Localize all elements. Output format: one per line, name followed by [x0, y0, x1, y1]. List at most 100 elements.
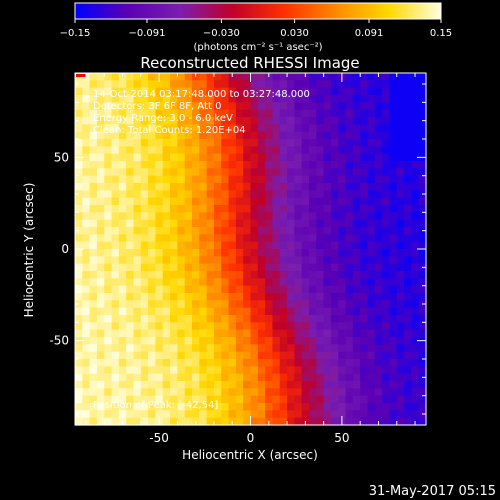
- heatmap-cell: [287, 285, 295, 294]
- heatmap-cell: [155, 95, 164, 103]
- heatmap-cell: [301, 124, 310, 133]
- heatmap-cell: [345, 329, 354, 338]
- heatmap-cell: [192, 212, 200, 221]
- heatmap-cell: [257, 300, 266, 309]
- heatmap-cell: [162, 395, 171, 404]
- heatmap-cell: [374, 212, 383, 221]
- heatmap-cell: [162, 263, 171, 272]
- heatmap-cell: [206, 197, 215, 206]
- heatmap-cell: [192, 227, 200, 235]
- heatmap-cell: [323, 278, 332, 287]
- heatmap-cell: [316, 263, 325, 272]
- heatmap-cell: [279, 73, 288, 81]
- heatmap-cell: [89, 153, 98, 162]
- heatmap-cell: [199, 124, 208, 133]
- heatmap-cell: [257, 161, 266, 169]
- heatmap-cell: [272, 351, 281, 360]
- heatmap-cell: [162, 322, 171, 331]
- heatmap-cell: [133, 315, 142, 323]
- heatmap-cell: [213, 95, 222, 103]
- heatmap-cell: [382, 410, 391, 419]
- heatmap-cell: [228, 410, 237, 419]
- heatmap-cell: [418, 109, 427, 118]
- heatmap-cell: [250, 197, 259, 206]
- heatmap-cell: [155, 227, 164, 235]
- heatmap-cell: [199, 373, 208, 382]
- heatmap-cell: [104, 315, 113, 323]
- heatmap-cell: [199, 337, 208, 345]
- heatmap-cell: [243, 205, 252, 213]
- heatmap-cell: [360, 139, 369, 147]
- heatmap-cell: [265, 359, 274, 367]
- heatmap-cell: [345, 117, 354, 125]
- heatmap-cell: [338, 219, 347, 228]
- heatmap-cell: [374, 403, 383, 411]
- heatmap-cell: [192, 395, 200, 404]
- heatmap-cell: [396, 263, 405, 272]
- heatmap-cell: [316, 87, 325, 96]
- heatmap-cell: [301, 315, 310, 323]
- heatmap-cell: [374, 234, 383, 243]
- heatmap-cell: [352, 395, 361, 404]
- heatmap-cell: [272, 307, 281, 316]
- x-axis-label: Heliocentric X (arcsec): [182, 448, 318, 462]
- heatmap-cell: [367, 278, 376, 287]
- heatmap-cell: [96, 344, 105, 353]
- heatmap-cell: [140, 146, 149, 155]
- heatmap-cell: [265, 241, 274, 250]
- heatmap-cell: [404, 241, 412, 250]
- heatmap-cell: [338, 161, 347, 169]
- heatmap-cell: [162, 271, 171, 279]
- heatmap-cell: [96, 417, 105, 426]
- heatmap-cell: [96, 388, 105, 397]
- heatmap-cell: [265, 175, 274, 184]
- heatmap-cell: [257, 388, 266, 397]
- heatmap-cell: [148, 168, 157, 177]
- heatmap-cell: [140, 109, 149, 118]
- heatmap-cell: [272, 285, 281, 294]
- heatmap-cell: [389, 219, 398, 228]
- heatmap-cell: [140, 139, 149, 147]
- heatmap-cell: [184, 278, 193, 287]
- heatmap-cell: [133, 337, 142, 345]
- heatmap-cell: [126, 73, 135, 81]
- heatmap-cell: [265, 102, 274, 111]
- heatmap-cell: [396, 109, 405, 118]
- heatmap-cell: [199, 359, 208, 367]
- heatmap-cell: [162, 234, 171, 243]
- heatmap-cell: [345, 359, 354, 367]
- heatmap-cell: [213, 315, 222, 323]
- heatmap-cell: [199, 293, 208, 301]
- heatmap-cell: [228, 146, 237, 155]
- heatmap-cell: [228, 337, 237, 345]
- heatmap-cell: [82, 271, 91, 279]
- heatmap-cell: [75, 161, 83, 169]
- heatmap-cell: [177, 366, 186, 375]
- heatmap-cell: [148, 322, 157, 331]
- heatmap-cell: [265, 337, 274, 345]
- heatmap-cell: [404, 300, 412, 309]
- heatmap-cell: [323, 344, 332, 353]
- heatmap-cell: [316, 373, 325, 382]
- heatmap-cell: [177, 337, 186, 345]
- heatmap-cell: [235, 219, 244, 228]
- heatmap-cell: [104, 205, 113, 213]
- heatmap-cell: [316, 175, 325, 184]
- heatmap-cell: [338, 139, 347, 147]
- heatmap-cell: [338, 307, 347, 316]
- heatmap-cell: [250, 73, 259, 81]
- heatmap-cell: [382, 271, 391, 279]
- heatmap-cell: [221, 139, 230, 147]
- heatmap-cell: [272, 183, 281, 191]
- heatmap-cell: [323, 293, 332, 301]
- heatmap-cell: [243, 131, 252, 140]
- colorbar: −0.15 −0.091 −0.030 0.030 0.091 0.15 (photons…: [60, 2, 452, 53]
- heatmap-cell: [323, 322, 332, 331]
- heatmap-cell: [367, 263, 376, 272]
- heatmap-cell: [257, 278, 266, 287]
- heatmap-cell: [309, 373, 317, 382]
- heatmap-cell: [89, 212, 98, 221]
- heatmap-cell: [96, 95, 105, 103]
- heatmap-cell: [192, 190, 200, 199]
- heatmap-cell: [213, 263, 222, 272]
